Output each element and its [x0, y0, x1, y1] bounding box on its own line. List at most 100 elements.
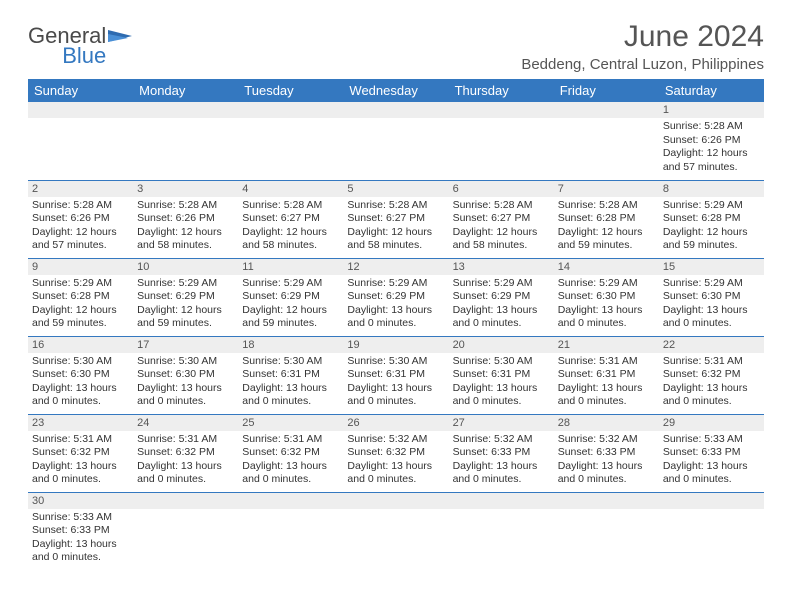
day-number: 2	[28, 181, 133, 197]
day-details: Sunrise: 5:31 AMSunset: 6:32 PMDaylight:…	[238, 431, 343, 492]
daylight-line: Daylight: 13 hours	[242, 460, 339, 474]
day-number: 28	[554, 415, 659, 431]
sunrise-line: Sunrise: 5:30 AM	[137, 355, 234, 369]
calendar-week-row: 9Sunrise: 5:29 AMSunset: 6:28 PMDaylight…	[28, 258, 764, 336]
calendar-cell: 20Sunrise: 5:30 AMSunset: 6:31 PMDayligh…	[449, 336, 554, 414]
day-details: Sunrise: 5:28 AMSunset: 6:26 PMDaylight:…	[133, 197, 238, 258]
calendar-cell: .	[554, 492, 659, 570]
sunset-line: Sunset: 6:33 PM	[32, 524, 129, 538]
sunset-line: Sunset: 6:30 PM	[137, 368, 234, 382]
daylight-line: and 0 minutes.	[663, 317, 760, 331]
calendar-cell: 12Sunrise: 5:29 AMSunset: 6:29 PMDayligh…	[343, 258, 448, 336]
sunset-line: Sunset: 6:32 PM	[663, 368, 760, 382]
day-number: 6	[449, 181, 554, 197]
day-number: 4	[238, 181, 343, 197]
day-number: 7	[554, 181, 659, 197]
sunset-line: Sunset: 6:29 PM	[347, 290, 444, 304]
day-details: Sunrise: 5:31 AMSunset: 6:31 PMDaylight:…	[554, 353, 659, 414]
sunset-line: Sunset: 6:28 PM	[663, 212, 760, 226]
day-details: Sunrise: 5:32 AMSunset: 6:33 PMDaylight:…	[449, 431, 554, 492]
day-details: Sunrise: 5:30 AMSunset: 6:30 PMDaylight:…	[28, 353, 133, 414]
page-header: General Blue June 2024 Beddeng, Central …	[28, 20, 764, 73]
day-number: 9	[28, 259, 133, 275]
day-number: 16	[28, 337, 133, 353]
day-number: .	[28, 102, 133, 118]
day-number: .	[554, 493, 659, 509]
sunrise-line: Sunrise: 5:29 AM	[663, 199, 760, 213]
day-details: Sunrise: 5:31 AMSunset: 6:32 PMDaylight:…	[133, 431, 238, 492]
calendar-cell: 16Sunrise: 5:30 AMSunset: 6:30 PMDayligh…	[28, 336, 133, 414]
day-number: 26	[343, 415, 448, 431]
sunrise-line: Sunrise: 5:29 AM	[347, 277, 444, 291]
daylight-line: and 0 minutes.	[347, 317, 444, 331]
sunset-line: Sunset: 6:31 PM	[453, 368, 550, 382]
calendar-cell: 19Sunrise: 5:30 AMSunset: 6:31 PMDayligh…	[343, 336, 448, 414]
day-details: Sunrise: 5:28 AMSunset: 6:26 PMDaylight:…	[28, 197, 133, 258]
day-details: Sunrise: 5:30 AMSunset: 6:31 PMDaylight:…	[343, 353, 448, 414]
day-number: 3	[133, 181, 238, 197]
calendar-week-row: 2Sunrise: 5:28 AMSunset: 6:26 PMDaylight…	[28, 180, 764, 258]
sunrise-line: Sunrise: 5:29 AM	[242, 277, 339, 291]
day-number: .	[554, 102, 659, 118]
daylight-line: and 0 minutes.	[453, 317, 550, 331]
day-details: Sunrise: 5:32 AMSunset: 6:33 PMDaylight:…	[554, 431, 659, 492]
daylight-line: Daylight: 12 hours	[663, 226, 760, 240]
sunset-line: Sunset: 6:32 PM	[242, 446, 339, 460]
sunrise-line: Sunrise: 5:31 AM	[663, 355, 760, 369]
day-details: Sunrise: 5:31 AMSunset: 6:32 PMDaylight:…	[28, 431, 133, 492]
sunrise-line: Sunrise: 5:28 AM	[558, 199, 655, 213]
daylight-line: and 59 minutes.	[558, 239, 655, 253]
sunset-line: Sunset: 6:28 PM	[32, 290, 129, 304]
sunrise-line: Sunrise: 5:28 AM	[347, 199, 444, 213]
day-number: .	[133, 102, 238, 118]
calendar-cell: 18Sunrise: 5:30 AMSunset: 6:31 PMDayligh…	[238, 336, 343, 414]
sunrise-line: Sunrise: 5:29 AM	[32, 277, 129, 291]
day-number: 11	[238, 259, 343, 275]
calendar-cell: 11Sunrise: 5:29 AMSunset: 6:29 PMDayligh…	[238, 258, 343, 336]
month-title: June 2024	[521, 20, 764, 54]
calendar-cell: 5Sunrise: 5:28 AMSunset: 6:27 PMDaylight…	[343, 180, 448, 258]
sunrise-line: Sunrise: 5:29 AM	[453, 277, 550, 291]
sunrise-line: Sunrise: 5:28 AM	[32, 199, 129, 213]
daylight-line: and 57 minutes.	[32, 239, 129, 253]
daylight-line: Daylight: 13 hours	[137, 382, 234, 396]
calendar-week-row: 16Sunrise: 5:30 AMSunset: 6:30 PMDayligh…	[28, 336, 764, 414]
daylight-line: Daylight: 13 hours	[137, 460, 234, 474]
sunrise-line: Sunrise: 5:31 AM	[242, 433, 339, 447]
calendar-cell: 9Sunrise: 5:29 AMSunset: 6:28 PMDaylight…	[28, 258, 133, 336]
day-number: 23	[28, 415, 133, 431]
calendar-cell: 30Sunrise: 5:33 AMSunset: 6:33 PMDayligh…	[28, 492, 133, 570]
sunrise-line: Sunrise: 5:30 AM	[242, 355, 339, 369]
daylight-line: and 0 minutes.	[32, 473, 129, 487]
day-number: .	[659, 493, 764, 509]
daylight-line: and 57 minutes.	[663, 161, 760, 175]
calendar-cell: 8Sunrise: 5:29 AMSunset: 6:28 PMDaylight…	[659, 180, 764, 258]
calendar-cell: 10Sunrise: 5:29 AMSunset: 6:29 PMDayligh…	[133, 258, 238, 336]
calendar-week-row: ......1Sunrise: 5:28 AMSunset: 6:26 PMDa…	[28, 102, 764, 180]
sunset-line: Sunset: 6:32 PM	[32, 446, 129, 460]
daylight-line: Daylight: 13 hours	[347, 382, 444, 396]
day-number: 24	[133, 415, 238, 431]
calendar-cell: 21Sunrise: 5:31 AMSunset: 6:31 PMDayligh…	[554, 336, 659, 414]
day-header: Sunday	[28, 79, 133, 102]
sunset-line: Sunset: 6:33 PM	[663, 446, 760, 460]
day-details: Sunrise: 5:28 AMSunset: 6:28 PMDaylight:…	[554, 197, 659, 258]
daylight-line: and 0 minutes.	[137, 473, 234, 487]
day-number: 17	[133, 337, 238, 353]
calendar-cell: .	[554, 102, 659, 180]
daylight-line: Daylight: 13 hours	[558, 304, 655, 318]
daylight-line: Daylight: 13 hours	[242, 382, 339, 396]
calendar-cell: 23Sunrise: 5:31 AMSunset: 6:32 PMDayligh…	[28, 414, 133, 492]
calendar-body: ......1Sunrise: 5:28 AMSunset: 6:26 PMDa…	[28, 102, 764, 570]
calendar-cell: 13Sunrise: 5:29 AMSunset: 6:29 PMDayligh…	[449, 258, 554, 336]
daylight-line: and 0 minutes.	[32, 551, 129, 565]
sunset-line: Sunset: 6:27 PM	[242, 212, 339, 226]
daylight-line: Daylight: 13 hours	[663, 382, 760, 396]
calendar-cell: .	[238, 492, 343, 570]
daylight-line: and 59 minutes.	[32, 317, 129, 331]
daylight-line: and 0 minutes.	[453, 473, 550, 487]
calendar-table: SundayMondayTuesdayWednesdayThursdayFrid…	[28, 79, 764, 570]
daylight-line: Daylight: 13 hours	[32, 460, 129, 474]
calendar-cell: .	[449, 102, 554, 180]
calendar-cell: 6Sunrise: 5:28 AMSunset: 6:27 PMDaylight…	[449, 180, 554, 258]
